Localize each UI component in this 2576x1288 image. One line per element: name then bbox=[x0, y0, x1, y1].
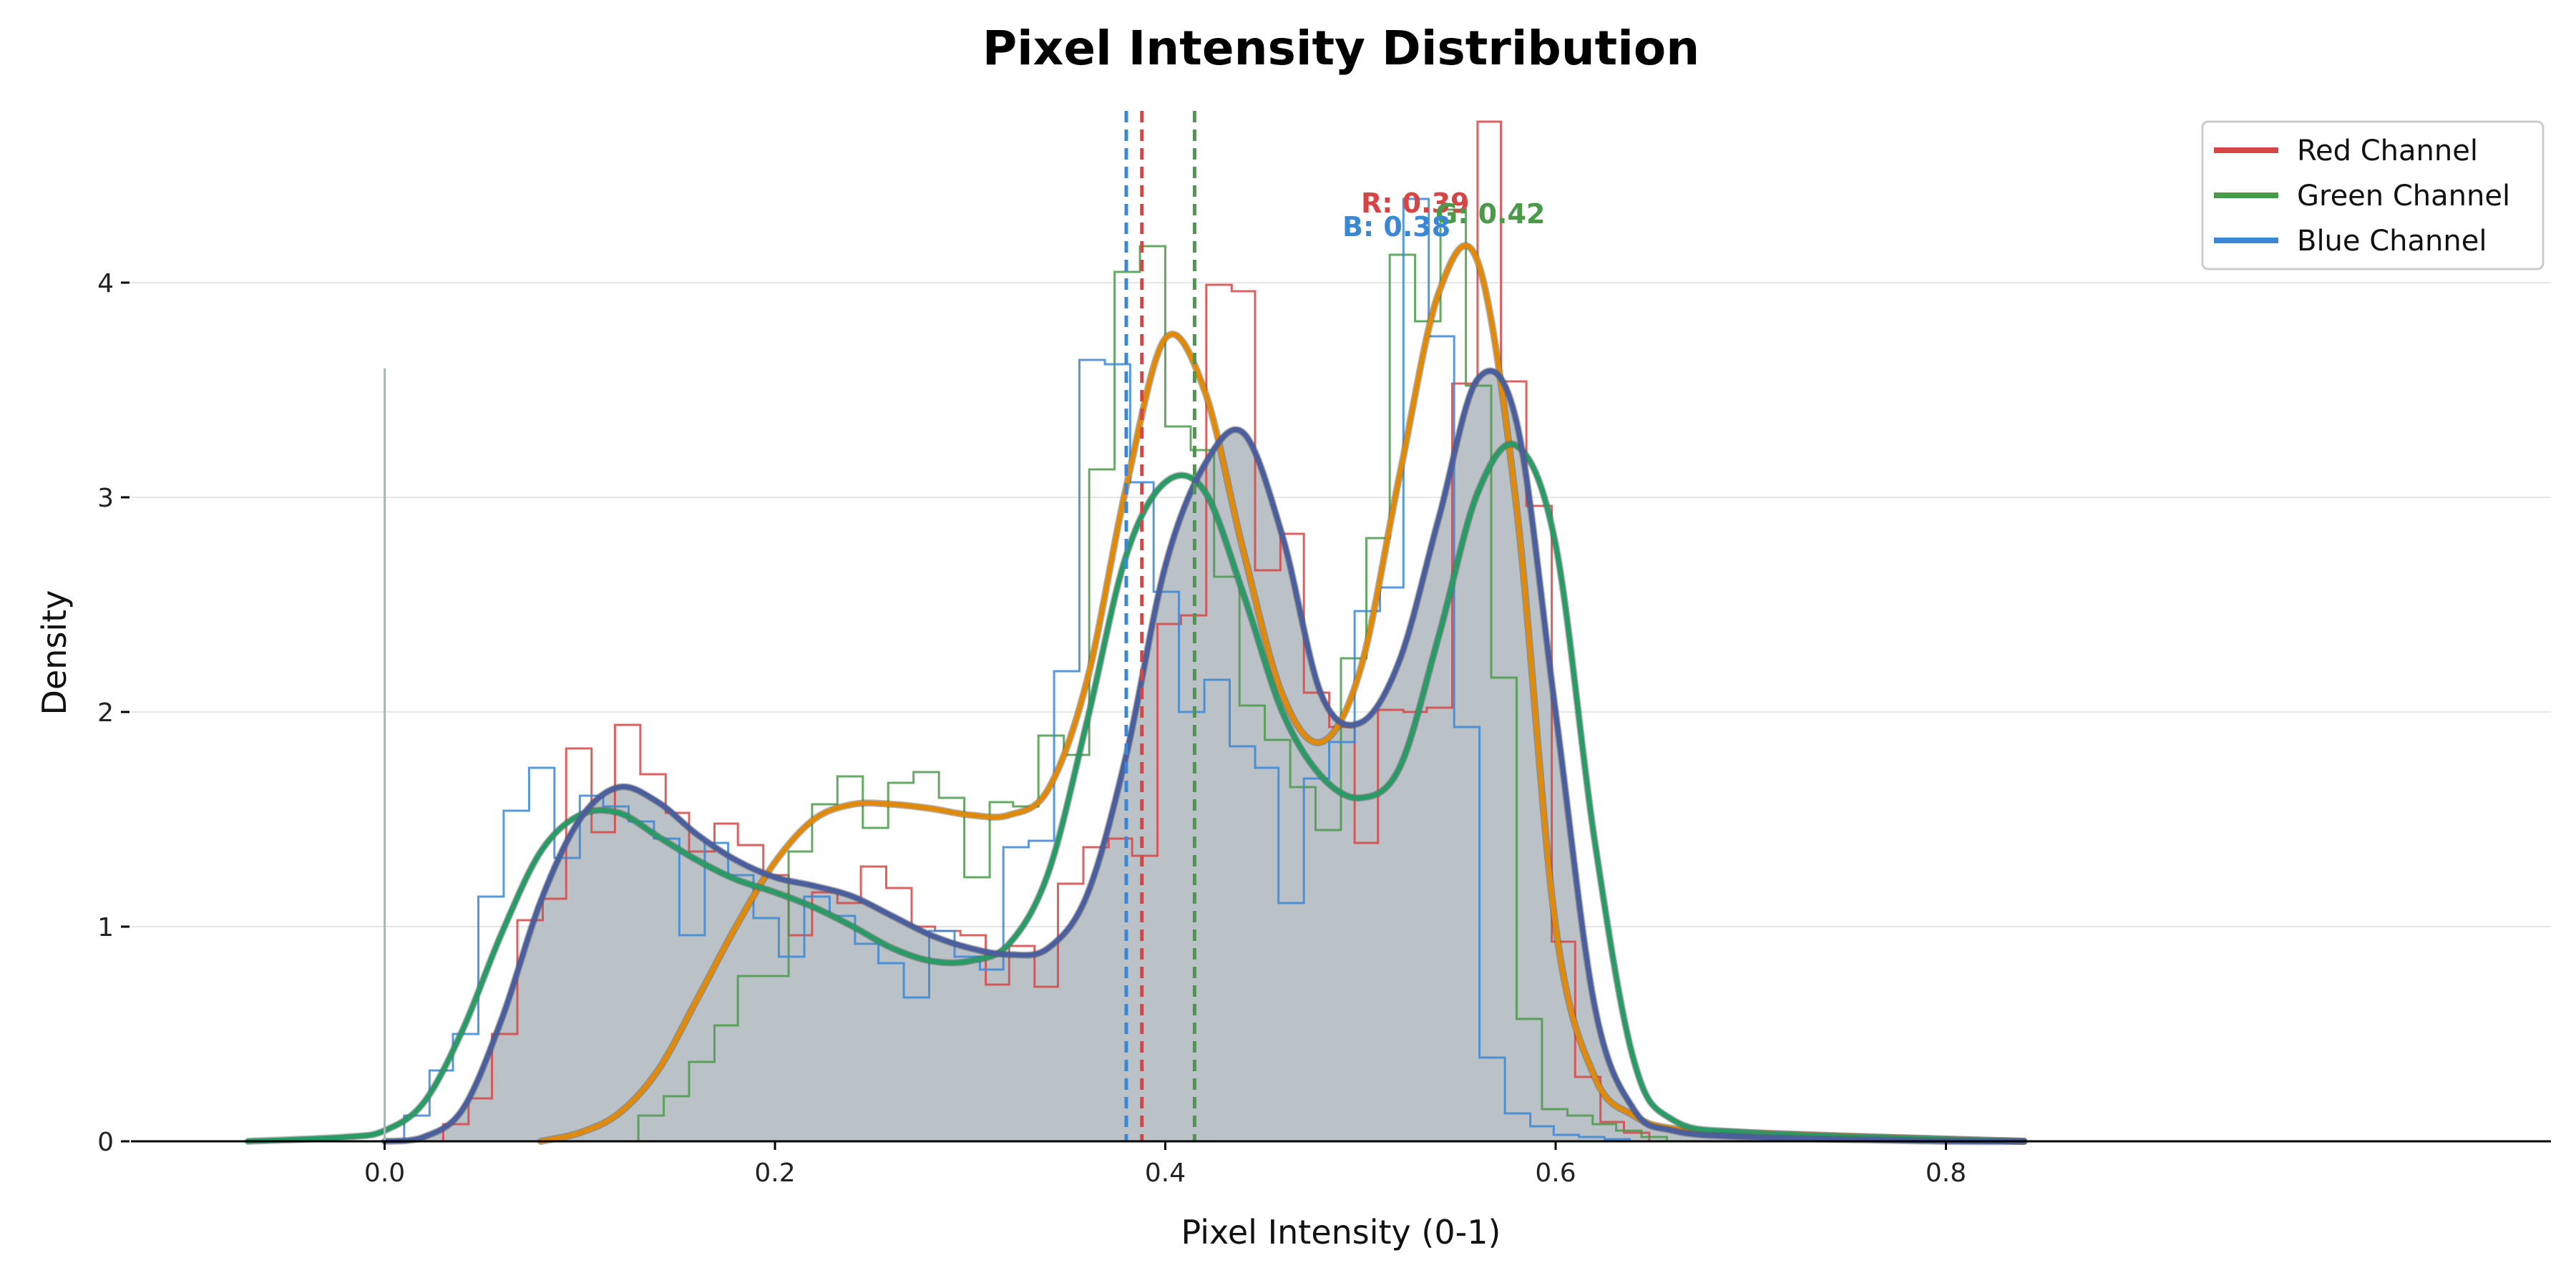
fill-layer bbox=[384, 371, 2024, 1142]
x-tick-label-3: 0.6 bbox=[1535, 1158, 1576, 1188]
kde-curve-0 bbox=[538, 243, 2027, 1144]
axis-layer: 0.0 0.2 0.4 0.6 0.8 0 1 2 3 4 bbox=[97, 269, 2551, 1188]
mean-label-r: R: 0.39 bbox=[1361, 187, 1469, 219]
legend-box bbox=[2201, 120, 2545, 270]
mean-label-b: B: 0.38 bbox=[1342, 211, 1450, 243]
y-tick-label-3: 3 bbox=[97, 484, 114, 513]
kde-fill-area bbox=[384, 371, 2024, 1142]
mean-line-layer: R: 0.39G: 0.42B: 0.38 bbox=[1124, 111, 1545, 1141]
y-tick-label-0: 0 bbox=[97, 1128, 114, 1157]
chart-title: Pixel Intensity Distribution bbox=[982, 21, 1699, 76]
histogram-red-channel bbox=[441, 120, 1651, 1141]
x-tick-label-0: 0.0 bbox=[364, 1158, 405, 1188]
kde-curve-2 bbox=[382, 368, 2027, 1144]
kde-curve-1 bbox=[245, 441, 2027, 1144]
legend-label-blue: Blue Channel bbox=[2297, 225, 2487, 258]
legend-label-green: Green Channel bbox=[2297, 180, 2510, 213]
x-tick-label-2: 0.4 bbox=[1145, 1158, 1186, 1188]
x-tick-label-4: 0.8 bbox=[1926, 1158, 1966, 1188]
y-axis-label: Density bbox=[35, 590, 74, 716]
mean-label-g: G: 0.42 bbox=[1435, 198, 1545, 230]
x-tick-label-1: 0.2 bbox=[754, 1158, 795, 1188]
legend: Red Channel Green Channel Blue Channel bbox=[2201, 120, 2545, 270]
y-tick-label-4: 4 bbox=[97, 269, 114, 298]
kde-layer bbox=[244, 242, 2028, 1146]
histogram-blue-channel bbox=[403, 197, 1631, 1141]
y-tick-label-1: 1 bbox=[97, 913, 114, 942]
x-axis-label: Pixel Intensity (0-1) bbox=[1181, 1213, 1501, 1252]
legend-label-red: Red Channel bbox=[2297, 135, 2478, 167]
y-tick-label-2: 2 bbox=[97, 698, 114, 728]
